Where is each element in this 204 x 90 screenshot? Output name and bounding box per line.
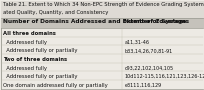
Text: e3111,116,129: e3111,116,129 <box>124 83 162 88</box>
Text: All three domains: All three domains <box>3 31 56 36</box>
Text: 10d112-115,116,121,123,126-128: 10d112-115,116,121,123,126-128 <box>124 74 204 79</box>
Text: Two of three domains: Two of three domains <box>3 57 67 62</box>
Bar <box>0 1 204 19</box>
Text: Number of Systems: Number of Systems <box>124 19 190 24</box>
Text: Table 21. Extent to Which 34 Non-EPC Strength of Evidence Grading Systems Incorp: Table 21. Extent to Which 34 Non-EPC Str… <box>3 2 204 7</box>
Text: ated Quality, Quantity, and Consistency: ated Quality, Quantity, and Consistency <box>3 10 108 15</box>
Text: Addressed fully or partially: Addressed fully or partially <box>3 48 78 53</box>
Text: Addressed fully: Addressed fully <box>3 40 47 45</box>
Bar <box>0 18 204 28</box>
Text: a11,31-46: a11,31-46 <box>124 40 149 45</box>
Text: b33,14,26,70,81-91: b33,14,26,70,81-91 <box>124 48 173 53</box>
Text: c93,22,102,104,105: c93,22,102,104,105 <box>124 66 174 71</box>
Text: Addressed fully: Addressed fully <box>3 66 47 71</box>
Text: Addressed fully or partially: Addressed fully or partially <box>3 74 78 79</box>
Text: Number of Domains Addressed and Extent of Coverage: Number of Domains Addressed and Extent o… <box>3 19 186 24</box>
Text: One domain addressed fully or partially: One domain addressed fully or partially <box>3 83 108 88</box>
